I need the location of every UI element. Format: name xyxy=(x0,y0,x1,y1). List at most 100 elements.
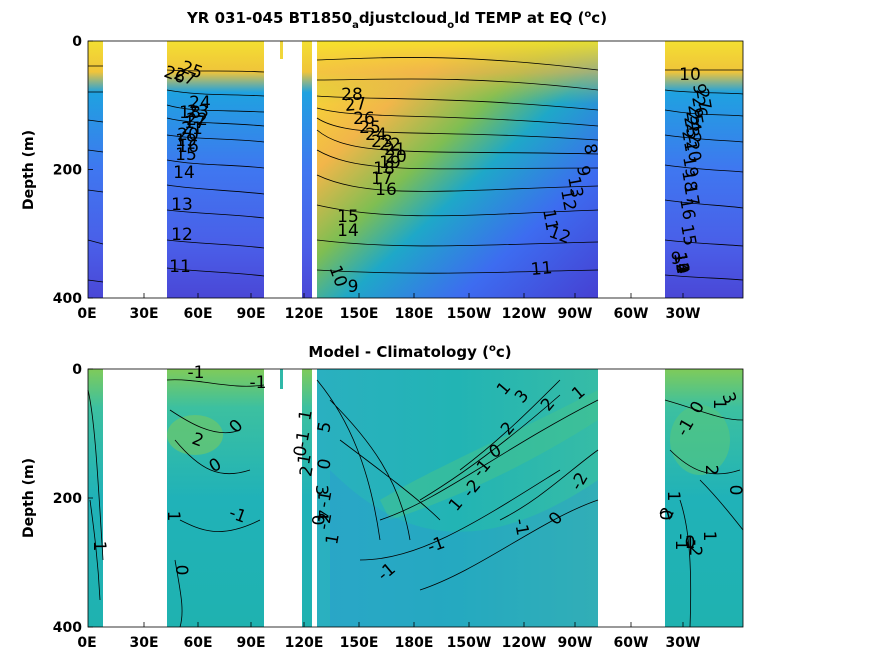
bottom-contour-label: -2 xyxy=(685,540,705,557)
top-contour-label: 20 xyxy=(681,139,704,164)
bottom-xtick-label: 60E xyxy=(183,635,212,651)
bottom-panel-yticks: 0 200 400 xyxy=(53,362,93,636)
top-contour-label: 24 xyxy=(681,109,704,134)
bottom-contour-label: -1 xyxy=(314,489,337,509)
bottom-xtick-label: 120E xyxy=(285,635,324,651)
top-xtick-label: 150W xyxy=(447,306,492,322)
bottom-contour-label: 4 xyxy=(311,510,331,521)
top-ytick-label: 0 xyxy=(72,34,82,50)
bottom-xtick-label: 90E xyxy=(236,635,265,651)
top-contour-label: 12 xyxy=(669,251,692,276)
top-contour-label: 23 xyxy=(679,115,702,140)
top-contour-label: 26 xyxy=(353,109,375,129)
top-contour-label: 12 xyxy=(171,225,193,245)
top-panel-contour-labels: 2726252423222120191817161514131211282726… xyxy=(161,57,715,297)
top-contour-label: 13 xyxy=(563,175,586,200)
top-xtick-label: 30E xyxy=(129,306,158,322)
bottom-xtick-label: 30E xyxy=(129,635,158,651)
bottom-contour-label: -1 xyxy=(188,363,205,383)
top-contour-label: 12 xyxy=(556,188,579,213)
bottom-panel-contour-lines xyxy=(87,379,744,628)
top-contour-label: 25 xyxy=(683,103,706,128)
bottom-xtick-label: 30W xyxy=(666,635,701,651)
top-xtick-label: 30W xyxy=(666,306,701,322)
top-contour-label: 24 xyxy=(189,93,211,113)
top-contour-label: 17 xyxy=(184,113,206,133)
top-contour-label: 15 xyxy=(337,207,359,227)
bottom-panel-xticks: 0E 30E 60E 90E 120E 150E 180E 150W 120W 90W 60W 30W xyxy=(77,622,700,651)
top-contour-label: 19 xyxy=(678,155,701,180)
bottom-contour-label: 1 xyxy=(685,533,696,553)
bottom-contour-label: -1 xyxy=(292,429,315,449)
top-contour-label: 27 xyxy=(691,87,714,112)
bottom-contour-label: -1 xyxy=(671,534,691,551)
bottom-contour-label: 0 xyxy=(314,457,336,471)
bottom-contour-label: 0 xyxy=(685,533,696,553)
bottom-contour-label: 1 xyxy=(163,511,183,522)
top-contour-label: 10 xyxy=(679,65,701,85)
top-contour-label: 13 xyxy=(669,251,692,276)
top-contour-label: 25 xyxy=(359,118,381,138)
top-contour-label: 8 xyxy=(579,142,601,156)
top-contour-label: 9 xyxy=(688,82,710,96)
top-contour-label: 16 xyxy=(375,180,397,200)
top-contour-label: 22 xyxy=(681,121,704,146)
bottom-contour-label: 2 xyxy=(701,465,721,476)
top-contour-label: 21 xyxy=(384,140,406,160)
bottom-contour-label: -1 xyxy=(226,503,249,528)
bottom-contour-label: 1 xyxy=(699,531,719,542)
top-xtick-label: 150E xyxy=(340,306,379,322)
bottom-xtick-label: 90W xyxy=(558,635,593,651)
top-contour-label: 20 xyxy=(385,147,407,167)
top-panel-title: YR 031-045 BT1850adjustcloudold TEMP at … xyxy=(186,9,607,31)
bottom-contour-label: 5 xyxy=(314,420,336,434)
top-contour-label: 24 xyxy=(365,125,387,145)
top-contour-label: 20 xyxy=(177,125,199,145)
top-xtick-label: 120W xyxy=(502,306,547,322)
top-contour-label: 14 xyxy=(337,221,359,241)
top-contour-label: 21 xyxy=(181,119,203,139)
top-contour-label: 17 xyxy=(371,169,393,189)
top-contour-label: 9 xyxy=(572,164,594,178)
bottom-ytick-label: 400 xyxy=(53,620,82,636)
top-contour-label: 16 xyxy=(675,197,698,222)
top-contour-label: 23 xyxy=(371,132,393,152)
bottom-xtick-label: 150E xyxy=(340,635,379,651)
bottom-contour-label: -2 xyxy=(314,511,337,531)
bottom-contour-label: 0 xyxy=(725,485,745,496)
top-ytick-label: 400 xyxy=(53,291,82,307)
bottom-contour-label: 1 xyxy=(294,452,316,466)
bottom-contour-label: 1 xyxy=(709,399,729,410)
bottom-xtick-label: 60W xyxy=(614,635,649,651)
bottom-contour-label: 1 xyxy=(295,408,317,422)
top-contour-label: 11 xyxy=(530,258,553,280)
top-panel-contour-lines xyxy=(87,57,744,283)
top-contour-label: 11 xyxy=(169,257,191,277)
top-contour-label: 14 xyxy=(669,251,692,276)
top-panel-ylabel: Depth (m) xyxy=(21,130,37,210)
bottom-contour-label: 1 xyxy=(89,541,109,552)
top-xtick-label: 90W xyxy=(558,306,593,322)
top-xtick-label: 60E xyxy=(183,306,212,322)
bottom-panel-ylabel: Depth (m) xyxy=(21,458,37,538)
bottom-xtick-label: 150W xyxy=(447,635,492,651)
top-contour-label: 15 xyxy=(676,223,699,248)
bottom-contour-label: -1 xyxy=(250,373,267,393)
top-contour-label: 27 xyxy=(344,94,367,116)
top-contour-label: 10 xyxy=(669,251,692,276)
bottom-ytick-label: 200 xyxy=(53,491,82,507)
bottom-xtick-label: 180E xyxy=(395,635,434,651)
top-panel-xticks: 0E 30E 60E 90E 120E 150E 180E 150W 120W 90W 60W 30W xyxy=(77,293,700,322)
top-contour-label: 26 xyxy=(687,95,710,120)
top-panel: YR 031-045 BT1850adjustcloudold TEMP at … xyxy=(21,9,744,322)
bottom-ytick-label: 0 xyxy=(72,362,82,378)
bottom-contour-label: 0 xyxy=(290,444,312,458)
bottom-contour-label: 3 xyxy=(311,485,331,496)
top-contour-label: 18 xyxy=(373,159,395,179)
bottom-contour-label: 0 xyxy=(655,510,675,521)
bottom-contour-label: -1 xyxy=(510,517,533,537)
bottom-contour-label: 1 xyxy=(322,532,344,546)
top-xtick-label: 120E xyxy=(285,306,324,322)
